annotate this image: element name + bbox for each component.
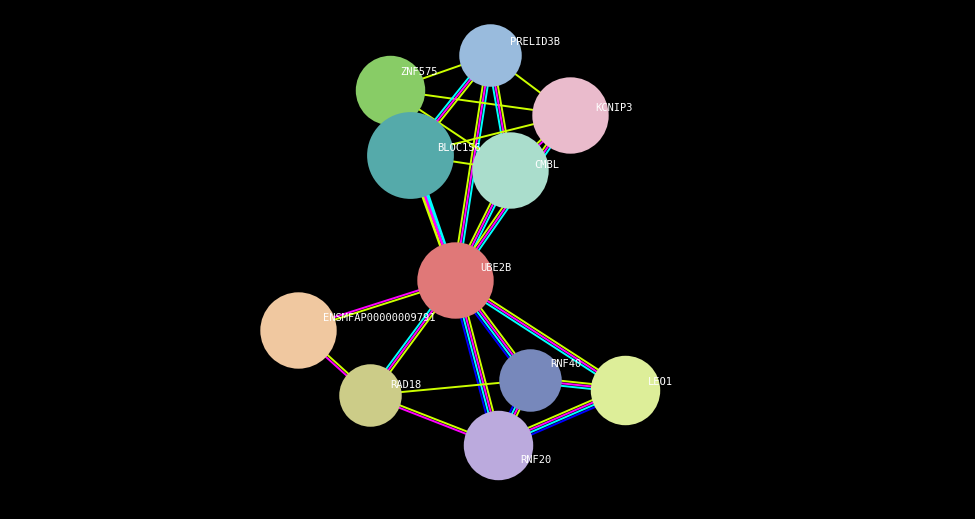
Text: PRELID3B: PRELID3B — [510, 37, 560, 47]
Point — [291, 326, 306, 334]
Point — [483, 51, 498, 59]
Text: UBE2B: UBE2B — [480, 263, 511, 273]
Point — [403, 151, 418, 159]
Text: RNF20: RNF20 — [520, 455, 551, 465]
Point — [563, 111, 578, 119]
Text: KCNIP3: KCNIP3 — [595, 103, 633, 113]
Point — [382, 86, 398, 94]
Text: RNF40: RNF40 — [550, 359, 581, 369]
Text: BLOC1S6: BLOC1S6 — [437, 143, 481, 153]
Text: ZNF575: ZNF575 — [400, 67, 438, 77]
Text: LEO1: LEO1 — [648, 377, 673, 387]
Point — [523, 376, 538, 384]
Text: RAD18: RAD18 — [390, 380, 421, 390]
Point — [617, 386, 633, 394]
Point — [490, 441, 506, 449]
Text: ENSMFAP00000009791: ENSMFAP00000009791 — [323, 313, 436, 323]
Point — [362, 391, 377, 399]
Point — [448, 276, 463, 284]
Point — [502, 166, 518, 174]
Text: CMBL: CMBL — [534, 160, 559, 170]
